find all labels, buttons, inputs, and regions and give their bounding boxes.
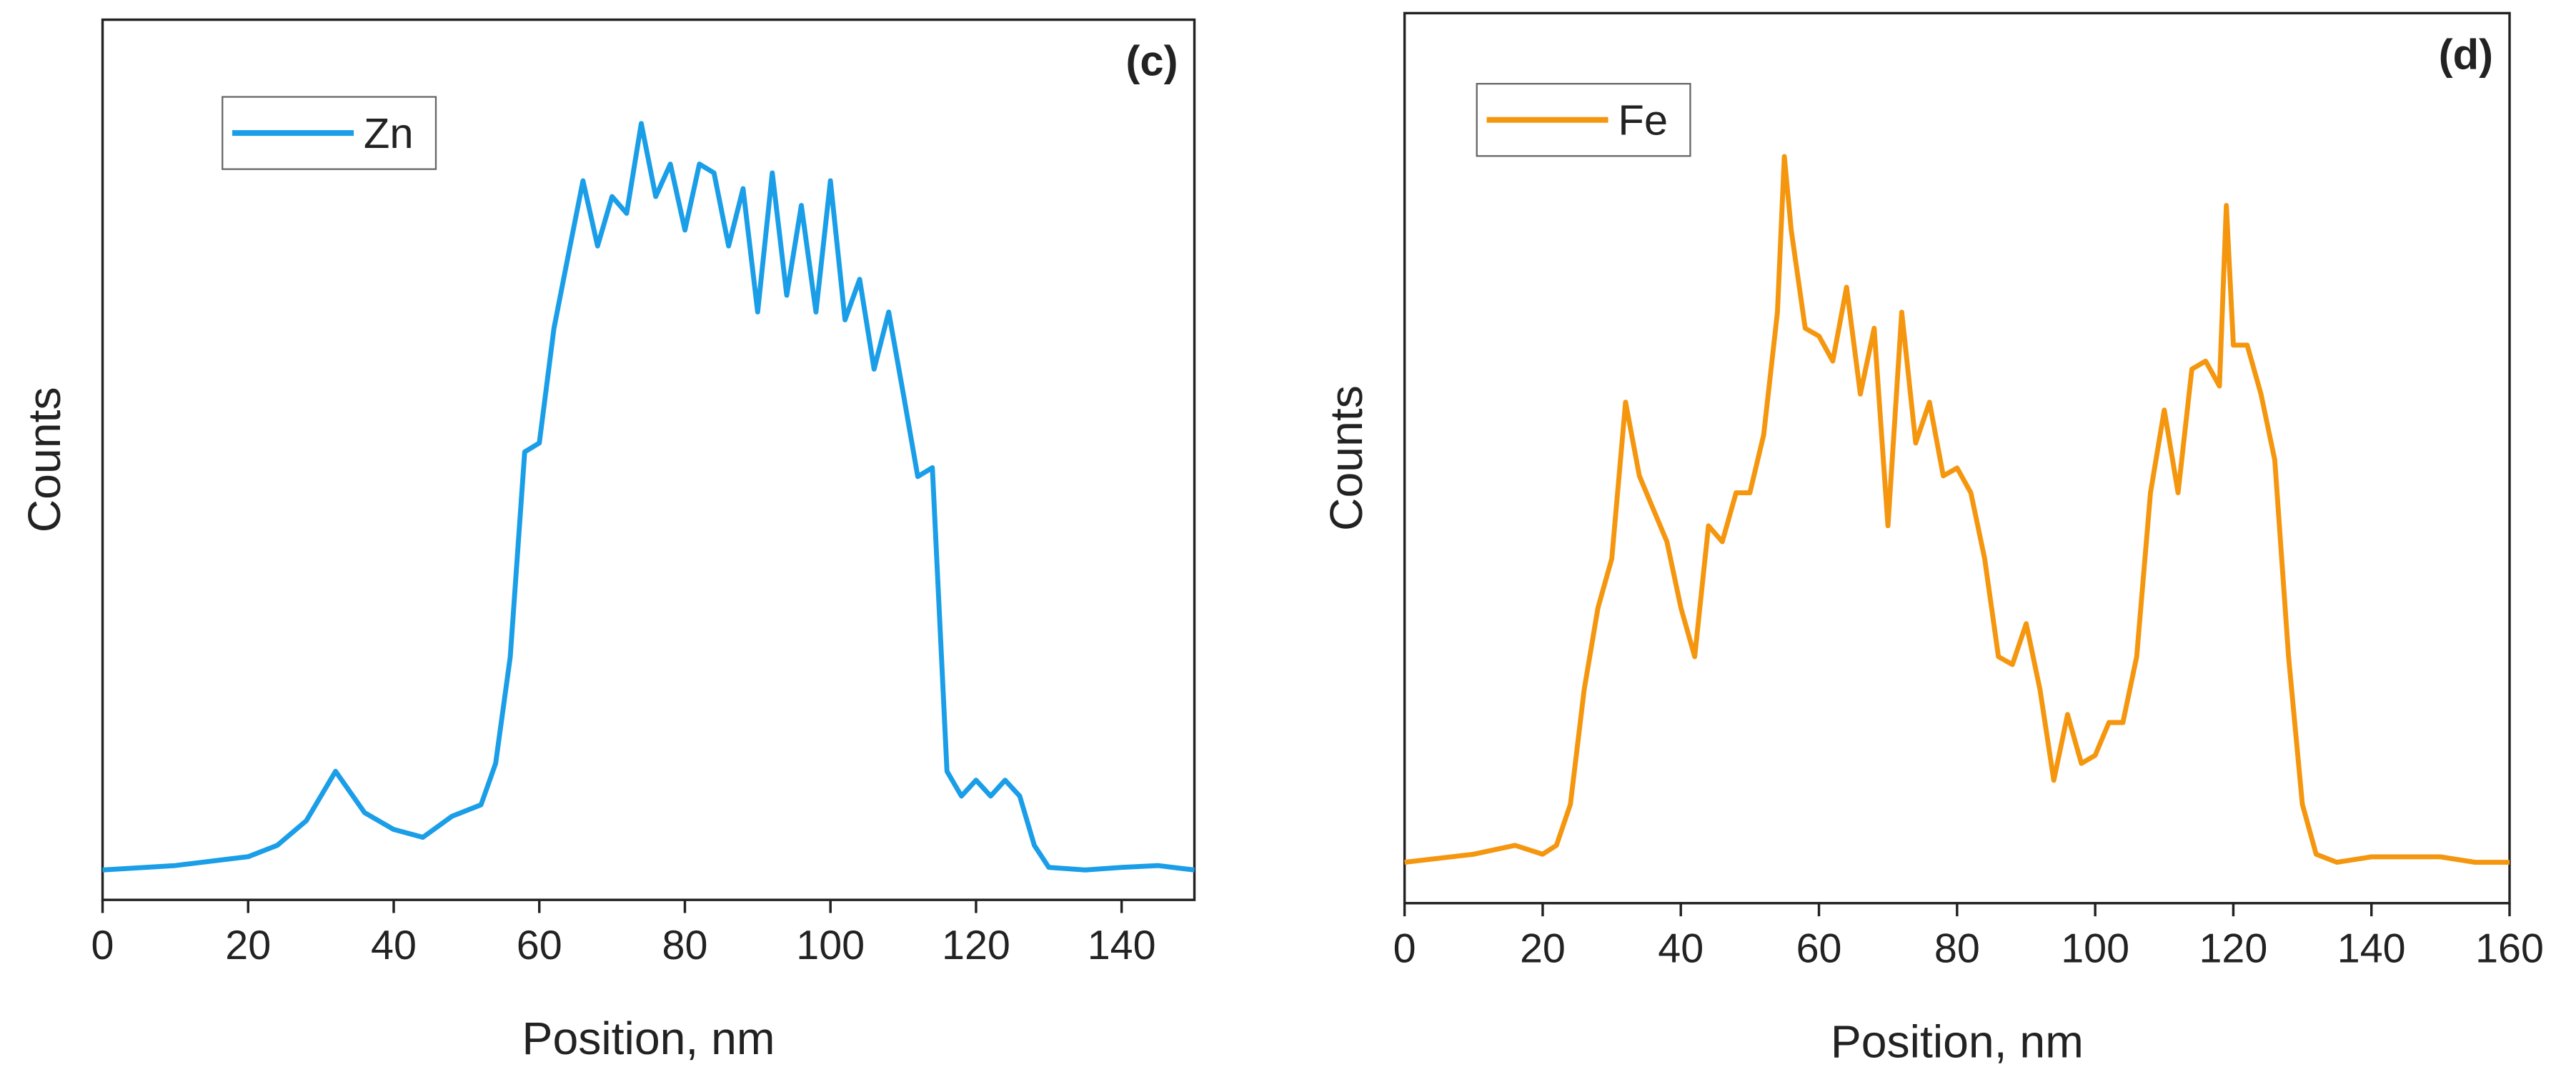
x-tick-label: 20	[225, 923, 271, 968]
panel-label: (d)	[2439, 31, 2493, 79]
x-tick-label: 0	[91, 923, 114, 968]
data-line	[1404, 154, 2510, 865]
x-tick-label: 40	[1658, 925, 1704, 971]
legend-label: Zn	[364, 109, 414, 157]
x-tick-label: 80	[1934, 925, 1980, 971]
y-axis-label: Counts	[19, 387, 70, 532]
plot-frame	[101, 18, 1196, 901]
x-tick-label: 40	[371, 923, 417, 968]
legend-label: Fe	[1618, 96, 1668, 144]
x-tick-label: 120	[942, 923, 1010, 968]
x-axis-label: Position, nm	[522, 1013, 775, 1064]
x-tick-label: 140	[2337, 925, 2406, 971]
x-tick-label: 60	[517, 923, 562, 968]
x-axis-label: Position, nm	[1831, 1016, 2084, 1068]
x-tick-label: 80	[662, 923, 708, 968]
x-tick-label: 100	[796, 923, 865, 968]
y-axis-label: Counts	[1321, 385, 1372, 531]
x-tick-label: 140	[1088, 923, 1156, 968]
data-line	[102, 121, 1195, 873]
x-tick-label: 0	[1393, 925, 1416, 971]
panel-label: (c)	[1126, 37, 1178, 85]
x-tick-label: 100	[2061, 925, 2129, 971]
x-tick-label: 120	[2199, 925, 2268, 971]
x-tick-label: 20	[1520, 925, 1566, 971]
x-tick-label: 160	[2475, 925, 2544, 971]
x-tick-label: 60	[1796, 925, 1842, 971]
